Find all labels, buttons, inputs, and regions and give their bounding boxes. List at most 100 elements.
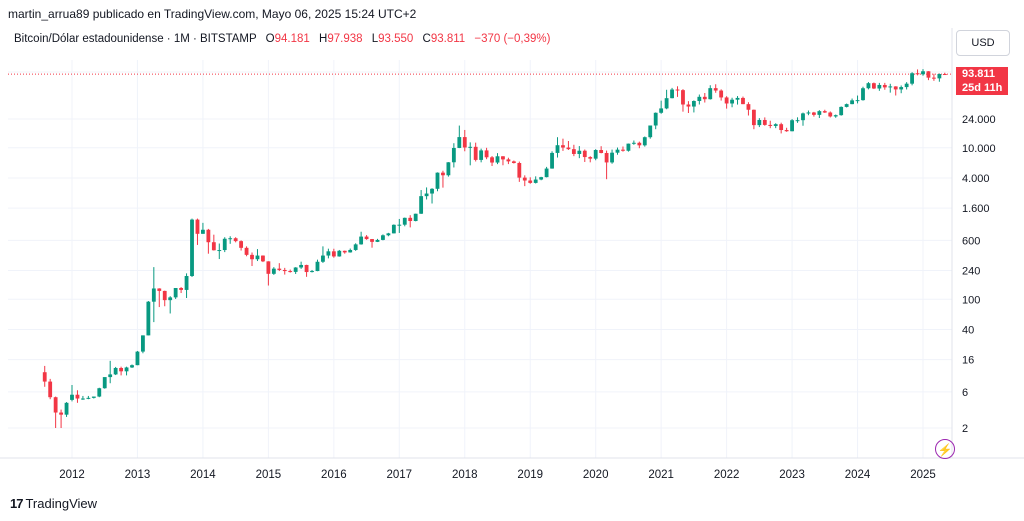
candle-body <box>86 397 91 399</box>
symbol-title[interactable]: Bitcoin/Dólar estadounidense · 1M · BITS… <box>14 33 257 45</box>
x-tick-label: 2020 <box>583 469 609 481</box>
candle-body <box>501 156 505 160</box>
x-tick-label: 2016 <box>321 469 347 481</box>
candle-body <box>735 97 740 100</box>
candle-body <box>359 236 364 245</box>
candle-body <box>228 238 233 240</box>
candle-body <box>773 124 778 126</box>
candle-body <box>70 394 74 400</box>
candle-body <box>751 109 756 126</box>
candle-body <box>582 150 587 158</box>
candle-body <box>675 89 680 91</box>
y-tick-label: 1.600 <box>962 203 990 215</box>
candle-body <box>588 157 593 159</box>
candle-body <box>375 239 380 242</box>
candle-body <box>113 367 118 375</box>
candle-body <box>81 398 85 400</box>
candle-body <box>168 297 173 301</box>
candle-body <box>397 224 402 226</box>
candle-body <box>179 287 184 290</box>
candle-body <box>370 239 374 242</box>
candle-body <box>217 250 222 252</box>
candle-body <box>795 120 800 122</box>
candle-body <box>599 150 604 153</box>
low-label: L <box>371 33 379 45</box>
candle-body <box>42 372 47 382</box>
candle-body <box>419 196 424 214</box>
candle-body <box>91 396 96 398</box>
candle-body <box>381 235 385 240</box>
candle-body <box>299 264 304 268</box>
close-label: C <box>422 33 431 45</box>
candle-body <box>779 124 784 131</box>
candle-body <box>653 112 658 126</box>
candle-body <box>484 150 489 158</box>
candle-body <box>784 130 789 132</box>
candle-body <box>664 98 669 109</box>
candle-body <box>321 255 325 262</box>
y-tick-label: 4.000 <box>962 173 990 185</box>
candle-body <box>691 101 696 107</box>
candle-body <box>637 142 642 146</box>
last-price-tag: 93.811 <box>956 67 1008 82</box>
candle-body <box>899 87 904 90</box>
candle-body <box>64 402 69 415</box>
candle-body <box>446 162 451 176</box>
candle-body <box>539 177 544 180</box>
candle-body <box>517 163 522 178</box>
y-tick-label: 24.000 <box>962 114 996 126</box>
candle-body <box>593 150 598 159</box>
candle-body <box>681 90 685 105</box>
candle-body <box>310 271 314 273</box>
currency-button[interactable]: USD <box>956 30 1010 56</box>
candle-body <box>304 264 309 273</box>
candle-body <box>195 219 200 234</box>
candle-body <box>926 71 931 78</box>
candle-body <box>522 177 527 181</box>
candle-body <box>621 149 625 151</box>
footer-brand[interactable]: 17 TradingView <box>10 496 97 511</box>
candle-body <box>348 249 353 253</box>
candle-body <box>457 137 462 148</box>
candle-body <box>97 388 102 397</box>
y-tick-label: 16 <box>962 355 974 367</box>
candle-body <box>817 111 822 115</box>
candle-body <box>866 83 871 89</box>
y-tick-label: 2 <box>962 423 968 435</box>
candle-body <box>441 172 445 176</box>
candle-body <box>882 84 887 88</box>
candle-body <box>615 149 620 153</box>
publisher-line: martin_arrua89 publicado en TradingView.… <box>8 7 417 21</box>
candle-body <box>626 143 631 151</box>
candle-body <box>293 267 298 272</box>
candle-body <box>550 152 554 169</box>
candle-body <box>702 96 707 100</box>
candle-body <box>462 137 467 148</box>
candle-body <box>135 351 140 366</box>
lightning-icon[interactable]: ⚡ <box>935 439 955 459</box>
candle-body <box>686 104 691 107</box>
candle-body <box>331 251 336 257</box>
candle-body <box>353 244 358 250</box>
candle-body <box>604 152 609 163</box>
candle-body <box>413 213 418 222</box>
candle-body <box>282 269 287 272</box>
candle-body <box>206 229 211 243</box>
x-tick-label: 2015 <box>256 469 282 481</box>
candle-body <box>124 367 129 372</box>
brand-name: TradingView <box>25 496 98 511</box>
candle-body <box>910 73 914 84</box>
candle-body <box>479 150 484 160</box>
candle-body <box>244 247 249 255</box>
candle-body <box>59 412 63 415</box>
candle-body <box>631 142 636 144</box>
candle-body <box>762 119 767 125</box>
y-tick-label: 100 <box>962 294 980 306</box>
candle-body <box>839 106 844 116</box>
candle-body <box>506 159 511 162</box>
candle-body <box>790 120 794 132</box>
candle-body <box>233 238 238 242</box>
candle-body <box>490 157 494 163</box>
candle-body <box>768 124 773 126</box>
